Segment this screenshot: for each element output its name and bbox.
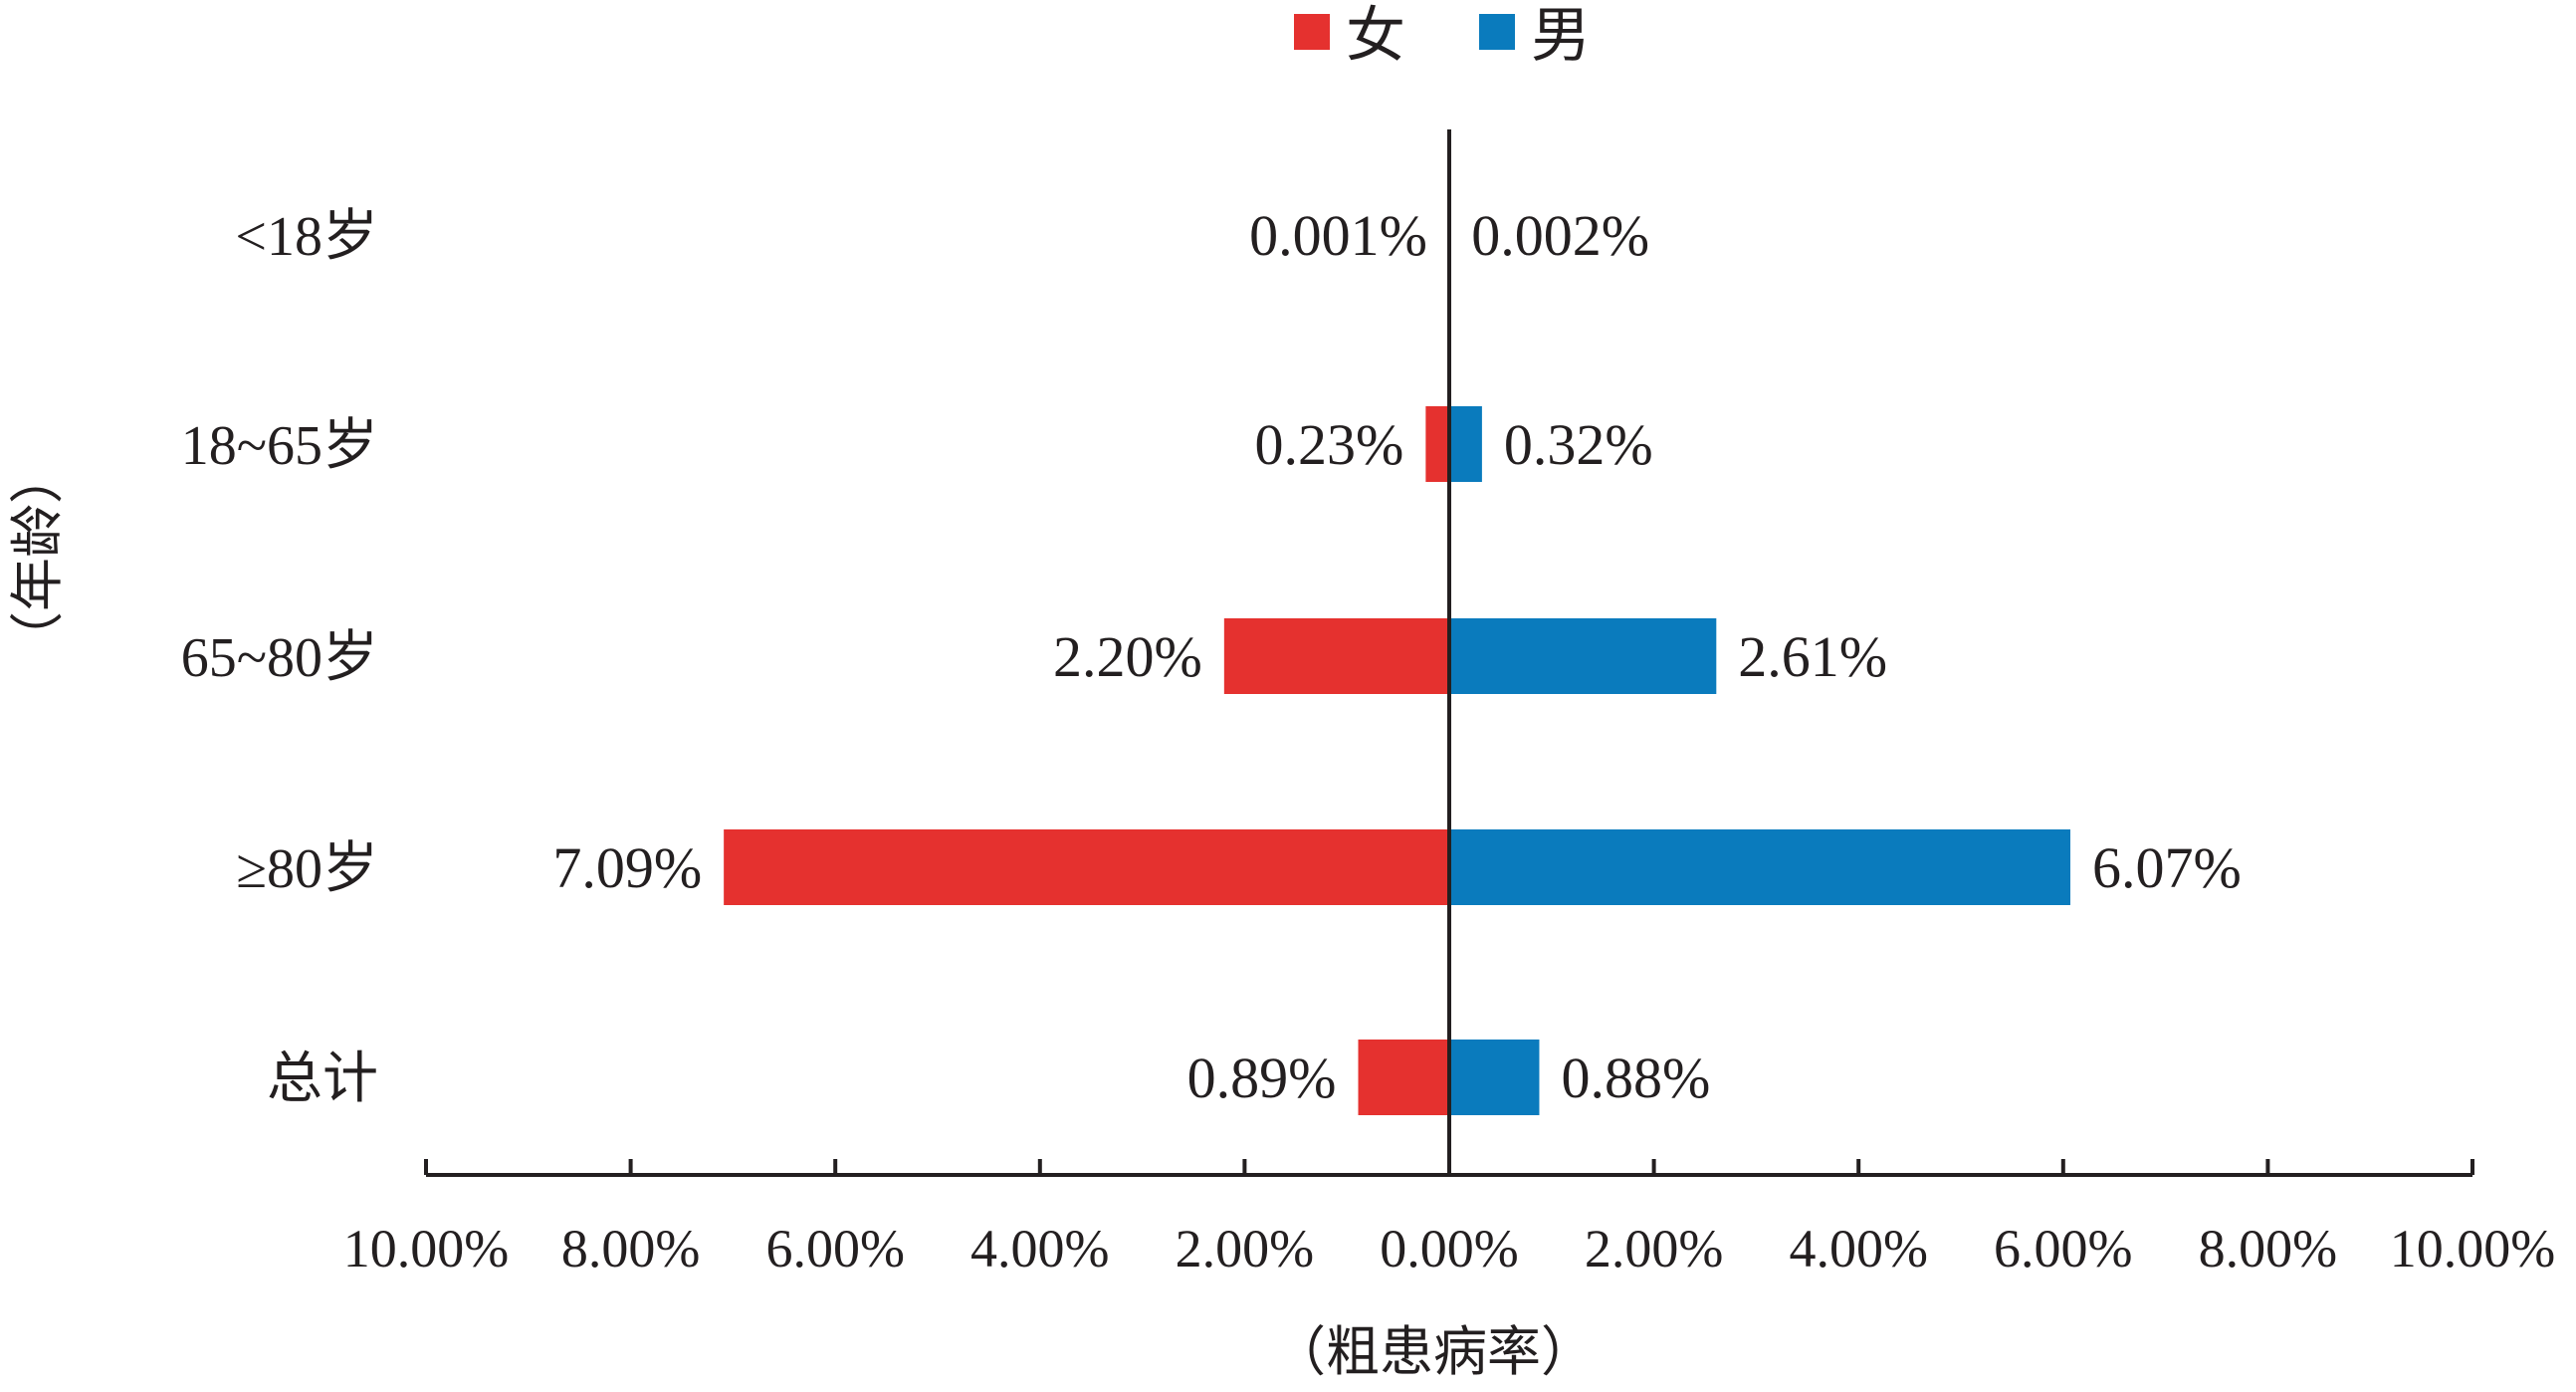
legend-label-male: 男 bbox=[1531, 3, 1591, 69]
legend-label-female: 女 bbox=[1346, 3, 1405, 69]
x-axis bbox=[424, 1159, 2474, 1177]
x-tick-label: 0.00% bbox=[1380, 1219, 1518, 1278]
category-label: 18~65岁 bbox=[181, 415, 378, 477]
category-label: 总计 bbox=[267, 1048, 378, 1110]
x-tick-label: 8.00% bbox=[561, 1219, 700, 1278]
data-label-male: 0.88% bbox=[1561, 1045, 1710, 1110]
bar-female bbox=[724, 829, 1449, 905]
x-tick-label: 10.00% bbox=[343, 1219, 509, 1278]
bars-group bbox=[724, 197, 2070, 1115]
x-tick-label: 6.00% bbox=[765, 1219, 904, 1278]
bar-male bbox=[1449, 406, 1482, 482]
x-tick-label: 4.00% bbox=[970, 1219, 1109, 1278]
category-label: <18岁 bbox=[235, 206, 378, 268]
bar-female bbox=[1358, 1040, 1449, 1115]
category-label: ≥80岁 bbox=[236, 838, 378, 900]
category-label: 65~80岁 bbox=[181, 627, 378, 689]
x-tick-label: 2.00% bbox=[1585, 1219, 1723, 1278]
data-label-male: 2.61% bbox=[1738, 624, 1887, 689]
data-label-female: 0.23% bbox=[1255, 412, 1404, 477]
data-label-female: 0.89% bbox=[1187, 1045, 1337, 1110]
legend-swatch-female bbox=[1294, 14, 1330, 50]
legend: 女 男 bbox=[1294, 3, 1591, 69]
x-tick-label: 8.00% bbox=[2199, 1219, 2337, 1278]
data-label-male: 0.002% bbox=[1471, 203, 1649, 268]
data-label-female: 0.001% bbox=[1249, 203, 1427, 268]
x-tick-label: 4.00% bbox=[1789, 1219, 1927, 1278]
bar-male bbox=[1449, 829, 2070, 905]
bar-female bbox=[1425, 406, 1449, 482]
y-axis-title: （年龄） bbox=[8, 450, 68, 665]
x-tick-label: 10.00% bbox=[2390, 1219, 2555, 1278]
legend-swatch-male bbox=[1479, 14, 1515, 50]
bar-male bbox=[1449, 618, 1717, 694]
data-labels-group: 0.001% 0.002% 0.23% 0.32% 2.20% 2.61% 7.09% 6.0… bbox=[552, 203, 2242, 1110]
data-label-male: 6.07% bbox=[2092, 835, 2242, 900]
data-label-female: 2.20% bbox=[1053, 624, 1202, 689]
x-tick-label: 2.00% bbox=[1176, 1219, 1314, 1278]
data-label-female: 7.09% bbox=[552, 835, 702, 900]
bar-female bbox=[1223, 618, 1449, 694]
x-axis-title: （粗患病率） bbox=[1272, 1322, 1595, 1382]
x-tick-label: 6.00% bbox=[1994, 1219, 2132, 1278]
x-tick-labels-group: 10.00% 8.00% 6.00% 4.00% 2.00% 0.00% 2.00% 4.00… bbox=[343, 1219, 2555, 1278]
data-label-male: 0.32% bbox=[1504, 412, 1653, 477]
bar-male bbox=[1449, 1040, 1540, 1115]
